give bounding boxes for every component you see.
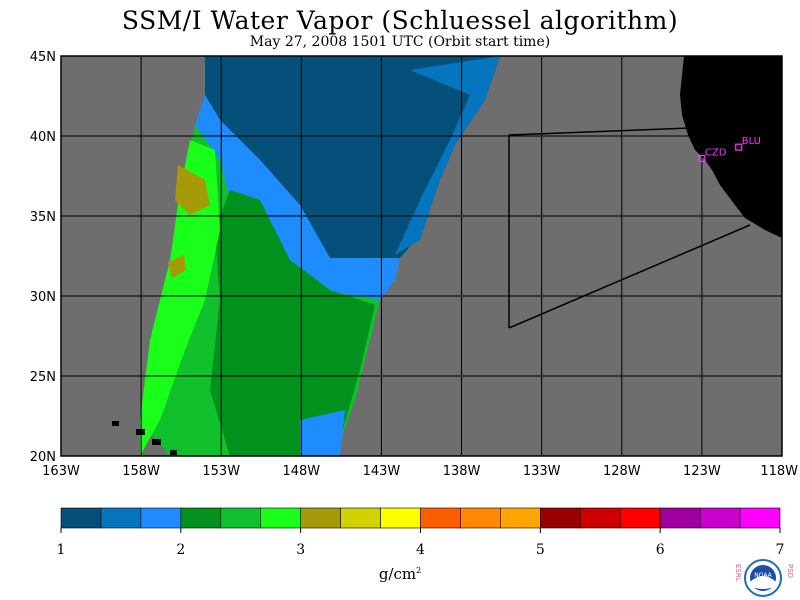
station-marker <box>698 154 706 162</box>
station-label: CZD <box>705 147 727 158</box>
lon-label: 118W <box>760 464 798 479</box>
lat-label: 35N <box>30 210 56 225</box>
logo-wave <box>750 576 776 589</box>
lon-label: 143W <box>363 464 401 479</box>
colorbar-tick-label: 7 <box>775 542 785 558</box>
lat-label: 20N <box>30 450 56 465</box>
lon-label: 153W <box>202 464 240 479</box>
stations: CZD BLU <box>698 136 761 162</box>
lat-label: 30N <box>30 290 56 305</box>
map-subtitle: May 27, 2008 1501 UTC (Orbit start time) <box>249 34 551 50</box>
colorbar-swatch <box>140 507 182 529</box>
map-grid <box>61 56 782 456</box>
noaa-logo: ESRL NOAA PSD <box>734 559 794 597</box>
colorbar-tick-label: 1 <box>56 542 66 558</box>
units-superscript: 2 <box>416 566 422 575</box>
colorbar-swatch <box>340 507 381 529</box>
longitude-labels: 163W 158W 153W 148W 143W 138W 133W 128W 123W 118W <box>42 464 798 479</box>
swath-olive-2 <box>168 255 186 278</box>
swath-medium-blue <box>395 56 500 255</box>
colorbar-swatch <box>180 507 222 529</box>
swath-blue-pocket <box>300 410 345 456</box>
colorbar-tick-label: 4 <box>416 542 425 558</box>
lat-label: 40N <box>30 130 56 145</box>
logo-left-text: ESRL <box>734 564 742 582</box>
colorbar-swatch <box>220 507 262 529</box>
lon-label: 148W <box>282 464 320 479</box>
station-marker <box>735 143 743 151</box>
lon-label: 138W <box>443 464 481 479</box>
lat-label: 25N <box>30 370 56 385</box>
lon-label: 128W <box>603 464 641 479</box>
latitude-labels: 45N 40N 35N 30N 25N 20N <box>30 50 56 465</box>
colorbar-swatch <box>659 507 701 529</box>
swath-dark-green <box>210 190 375 456</box>
swath-bright-blue <box>195 95 400 300</box>
station-label: BLU <box>742 136 761 147</box>
units-text: g/cm <box>378 565 417 583</box>
colorbar-units: g/cm2 <box>379 565 421 583</box>
colorbar-swatch <box>739 507 781 529</box>
colorbar-swatch <box>60 507 102 529</box>
island-speck-1 <box>112 421 119 426</box>
colorbar-tick-label: 2 <box>176 542 186 558</box>
swath-region <box>112 56 500 456</box>
lat-label: 45N <box>30 50 56 65</box>
logo-center-text: NOAA <box>754 572 772 579</box>
colorbar-swatch <box>460 507 501 529</box>
colorbar-tick-label: 3 <box>296 542 306 558</box>
colorbar-tick-label: 5 <box>535 542 545 558</box>
lon-label: 133W <box>523 464 561 479</box>
lon-label: 123W <box>683 464 721 479</box>
swath-bright-green <box>140 140 220 456</box>
island-speck-4 <box>170 450 177 455</box>
lon-label: 163W <box>42 464 80 479</box>
land-north-america <box>680 56 782 238</box>
colorbar-tick-label: 6 <box>655 542 665 558</box>
colorbar-swatch <box>699 507 741 529</box>
colorbar-swatch <box>619 507 661 529</box>
logo-right-text: PSD <box>786 564 794 578</box>
colorbar-swatch <box>100 507 142 529</box>
colorbar-swatch <box>380 507 421 529</box>
colorbar-swatch <box>420 507 461 529</box>
island-speck-3 <box>152 439 161 445</box>
colorbar-swatch <box>540 507 581 529</box>
map-title: SSM/I Water Vapor (Schluessel algorithm) <box>121 6 679 35</box>
colorbar-swatch <box>300 507 341 529</box>
colorbar-swatch <box>500 507 541 529</box>
colorbar-swatch <box>260 507 301 529</box>
swath-olive <box>175 165 210 215</box>
lon-label: 158W <box>122 464 160 479</box>
map-frame <box>60 55 783 457</box>
colorbar-swatch <box>579 507 621 529</box>
island-speck-2 <box>136 429 145 435</box>
colorbar <box>60 507 781 533</box>
